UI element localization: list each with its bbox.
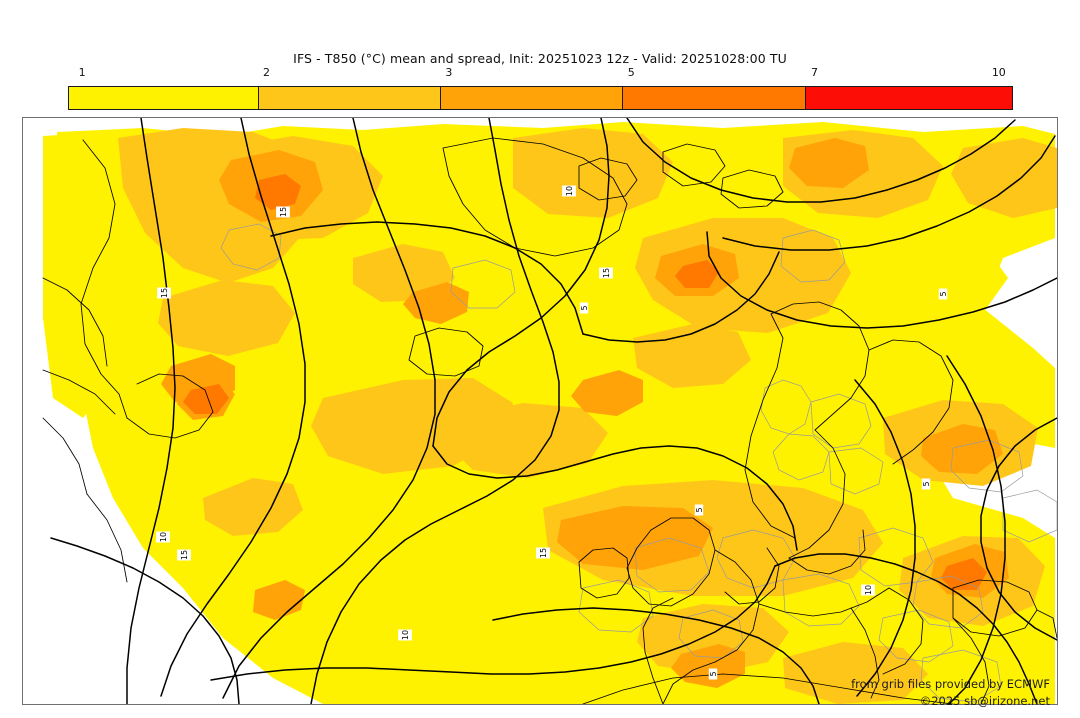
colorbar-tick-2: 2 bbox=[262, 66, 270, 79]
colorbar-tick-3: 3 bbox=[445, 66, 453, 79]
contour-label: 5 bbox=[694, 504, 704, 516]
contour-label: 15 bbox=[177, 549, 191, 561]
contour-label-bg bbox=[562, 185, 576, 197]
colorbar-tick-10: 10 bbox=[991, 66, 1006, 79]
colorbar-segment-7-10 bbox=[806, 87, 1012, 109]
contour-label-bg bbox=[861, 584, 875, 596]
contour-label-bg bbox=[694, 504, 704, 516]
contour-label-bg bbox=[599, 267, 613, 279]
contour-label-text: 10 bbox=[159, 532, 168, 542]
colorbar-segment-2-3 bbox=[259, 87, 442, 109]
colorbar-segment-3-5 bbox=[441, 87, 624, 109]
contour-label-text: 10 bbox=[565, 186, 574, 196]
map-panel[interactable]: 15 5 10 15 5 10 15 5 15 10 5 5 10 15 bbox=[22, 117, 1058, 705]
colorbar-segment-5-7 bbox=[623, 87, 807, 109]
contour-label: 5 bbox=[921, 478, 931, 490]
page-title: IFS - T850 (°C) mean and spread, Init: 2… bbox=[293, 51, 787, 66]
contour-label-bg bbox=[579, 302, 589, 314]
map-canvas: 15 5 10 15 5 10 15 5 15 10 5 5 10 15 bbox=[23, 118, 1057, 704]
contour-label: 10 bbox=[156, 531, 170, 543]
coastlines bbox=[42, 137, 1057, 704]
contour-label-bg bbox=[938, 288, 948, 300]
contour-label-text: 5 bbox=[580, 305, 589, 310]
contour-label: 5 bbox=[938, 288, 948, 300]
contour-label: 10 bbox=[861, 584, 875, 596]
colorbar-tick-1: 1 bbox=[78, 66, 86, 79]
colorbar-tick-5: 5 bbox=[627, 66, 635, 79]
contour-label-bg bbox=[398, 629, 412, 641]
contour-label-bg bbox=[708, 668, 718, 680]
colorbar-tick-labels: 1 2 3 5 7 10 bbox=[68, 66, 1013, 82]
contour-label: 10 bbox=[398, 629, 412, 641]
contour-label-bg bbox=[177, 549, 191, 561]
contour-label: 15 bbox=[536, 547, 550, 559]
colorbar-tick-7: 7 bbox=[811, 66, 819, 79]
colorbar-gradient bbox=[68, 86, 1013, 110]
contour-label: 15 bbox=[599, 267, 613, 279]
contour-label-group: 15 5 10 15 5 10 15 5 15 10 5 5 10 15 bbox=[156, 185, 948, 680]
contour-label: 10 bbox=[562, 185, 576, 197]
contour-label-bg bbox=[921, 478, 931, 490]
colorbar-segment-1-2 bbox=[69, 87, 260, 109]
contour-label-text: 5 bbox=[939, 291, 948, 296]
contour-label-text: 15 bbox=[180, 550, 189, 560]
contour-label-bg bbox=[156, 531, 170, 543]
contour-label-bg bbox=[157, 287, 171, 299]
contour-label: 15 bbox=[276, 206, 290, 218]
contour-label-bg bbox=[276, 206, 290, 218]
contour-label-text: 5 bbox=[695, 507, 704, 512]
contour-label-text: 15 bbox=[602, 268, 611, 278]
contour-label-text: 5 bbox=[709, 671, 718, 676]
contour-label: 5 bbox=[708, 668, 718, 680]
contour-label-text: 10 bbox=[864, 585, 873, 595]
country-borders bbox=[220, 223, 1057, 703]
contour-label-text: 10 bbox=[401, 630, 410, 640]
contour-label-text: 15 bbox=[160, 288, 169, 298]
contour-label-bg bbox=[536, 547, 550, 559]
contour-label-text: 15 bbox=[539, 548, 548, 558]
spread-field-level-5 bbox=[183, 174, 987, 590]
contour-label-text: 5 bbox=[922, 481, 931, 486]
contour-label-text: 15 bbox=[279, 207, 288, 217]
contour-label: 15 bbox=[157, 287, 171, 299]
contour-label: 5 bbox=[579, 302, 589, 314]
isotherm-contours bbox=[50, 118, 1057, 704]
colorbar: 1 2 3 5 7 10 bbox=[68, 66, 1013, 110]
